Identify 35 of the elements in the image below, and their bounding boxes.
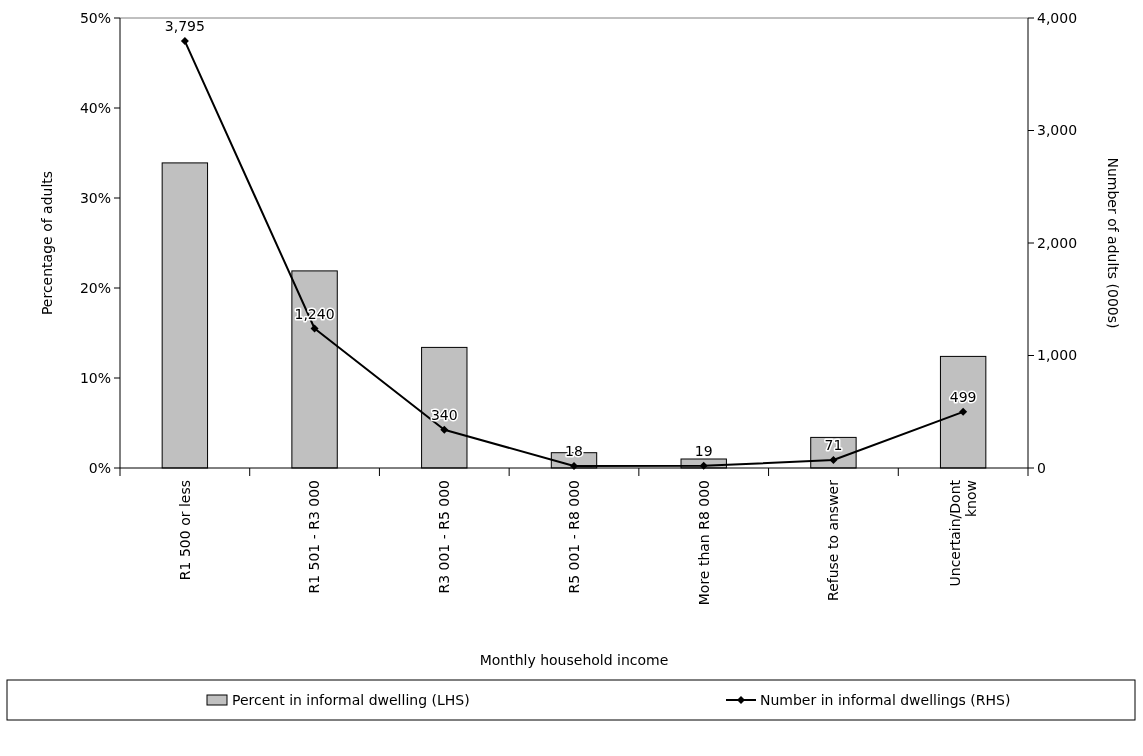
- data-label: 340: [430, 406, 458, 423]
- legend-label: Number in informal dwellings (RHS): [760, 691, 1011, 708]
- point: [180, 37, 189, 46]
- y-tick-label: 40%: [79, 99, 111, 116]
- point: [829, 456, 838, 465]
- point: [310, 324, 319, 333]
- point: [699, 461, 708, 470]
- y-tick-label: 0%: [88, 459, 111, 476]
- legend-label: Percent in informal dwelling (LHS): [232, 691, 470, 708]
- point: [440, 425, 449, 434]
- x-tick-label: R1 501 - R3 000: [306, 480, 323, 594]
- x-axis-title: Monthly household income: [479, 652, 669, 668]
- x-tick-label: R1 500 or less: [176, 480, 193, 581]
- point: [570, 461, 578, 470]
- y2-tick-label: 0: [1037, 459, 1046, 476]
- x-tick-label: More than R8 000: [695, 480, 712, 606]
- y2-tick-label: 4,000: [1037, 9, 1078, 26]
- x-tick-label: Uncertain/Dont know: [946, 479, 980, 587]
- y-tick-label: 20%: [79, 279, 111, 296]
- y2-axis-title: Number of adults (000s): [1105, 157, 1121, 329]
- data-label: 499: [949, 388, 977, 405]
- y2-tick-label: 2,000: [1037, 234, 1078, 251]
- y-tick-label: 30%: [79, 189, 111, 206]
- x-tick-label: R3 001 - R5 000: [436, 480, 453, 594]
- y2-tick-label: 1,000: [1037, 347, 1078, 364]
- x-tick-label: Refuse to answer: [825, 479, 842, 601]
- data-label: 71: [824, 437, 843, 454]
- y2-tick-label: 3,000: [1037, 122, 1078, 139]
- data-label: 19: [694, 442, 713, 459]
- x-tick-label: R5 001 - R8 000: [565, 480, 582, 594]
- y-tick-label: 10%: [79, 369, 111, 386]
- y-axis-title: Percentage of adults: [39, 170, 55, 316]
- point: [959, 407, 968, 416]
- data-label: 3,795: [164, 18, 205, 35]
- y-tick-label: 50%: [79, 9, 111, 26]
